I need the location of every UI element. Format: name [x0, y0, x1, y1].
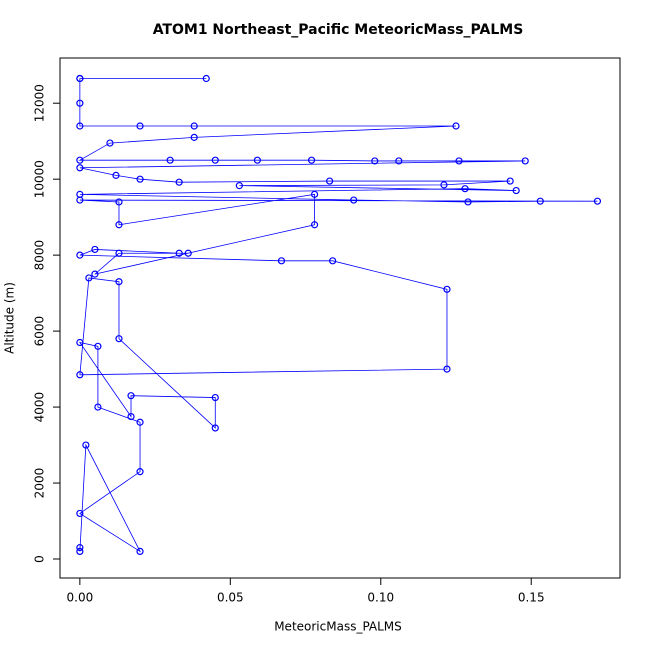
data-point [350, 196, 358, 204]
data-point [175, 178, 183, 186]
data-point [76, 164, 84, 172]
data-point [115, 221, 123, 229]
data-point [76, 338, 84, 347]
data-point [310, 190, 319, 198]
y-axis-label: Altitude (m) [3, 282, 17, 354]
data-point [115, 335, 123, 343]
data-point [76, 156, 84, 164]
data-point [76, 544, 84, 552]
data-point [443, 285, 451, 293]
data-point [115, 198, 123, 206]
x-tick-label: 0.10 [367, 591, 394, 605]
data-point [91, 245, 99, 254]
data-point [190, 133, 198, 141]
data-point [440, 181, 448, 189]
data-point [211, 156, 219, 164]
data-point [329, 257, 337, 265]
data-point [235, 182, 243, 190]
y-tick-label: 2000 [33, 468, 47, 499]
data-point [136, 175, 144, 183]
data-point [536, 197, 544, 205]
data-point [136, 547, 144, 556]
data-point [326, 177, 334, 185]
data-point [136, 418, 144, 426]
data-point [166, 156, 174, 164]
data-point [127, 392, 135, 400]
data-point [127, 412, 135, 421]
chart-title: ATOM1 Northeast_Pacific MeteoricMass_PAL… [153, 22, 524, 38]
data-point [136, 122, 144, 130]
x-axis-label: MeteoricMass_PALMS [274, 620, 402, 634]
y-tick-label: 6000 [33, 316, 47, 347]
data-point [452, 122, 460, 130]
data-point [175, 249, 183, 257]
series-line [78, 78, 598, 553]
data-point [277, 257, 286, 265]
data-point [85, 274, 93, 282]
data-point [464, 198, 472, 206]
data-point [253, 156, 261, 164]
data-point [76, 196, 84, 204]
y-tick-label: 12000 [33, 84, 47, 122]
data-point [211, 393, 219, 402]
data-point [443, 365, 451, 373]
data-point [82, 441, 90, 449]
data-point [76, 509, 84, 518]
data-point [455, 157, 463, 165]
data-point [94, 342, 102, 350]
x-tick-label: 0.05 [217, 591, 244, 605]
data-point [310, 221, 319, 229]
y-tick-label: 10000 [33, 160, 47, 198]
data-point [91, 270, 99, 278]
data-point [190, 122, 198, 130]
data-point [307, 156, 316, 164]
data-point [371, 157, 379, 165]
data-point [76, 251, 84, 259]
data-point [136, 468, 144, 476]
y-tick-label: 0 [33, 555, 47, 563]
data-point [115, 249, 123, 257]
data-point [76, 371, 84, 379]
data-point [76, 122, 84, 130]
y-tick-label: 8000 [33, 240, 47, 271]
data-point [211, 424, 219, 432]
y-tick-label: 4000 [33, 392, 47, 423]
data-point [395, 157, 403, 165]
data-point [184, 249, 192, 257]
data-point [461, 185, 469, 193]
data-point [94, 403, 102, 411]
data-point [512, 186, 520, 195]
x-tick-label: 0.15 [518, 591, 545, 605]
data-point [76, 74, 84, 83]
data-point [202, 74, 210, 83]
data-point [106, 139, 114, 147]
plot-frame [59, 57, 621, 579]
data-point [112, 171, 120, 179]
data-point [593, 197, 602, 205]
data-point [521, 157, 529, 165]
data-point [76, 99, 84, 107]
data-point [76, 547, 84, 556]
data-point [115, 278, 123, 286]
x-tick-label: 0.00 [67, 591, 94, 605]
data-point [506, 177, 514, 185]
